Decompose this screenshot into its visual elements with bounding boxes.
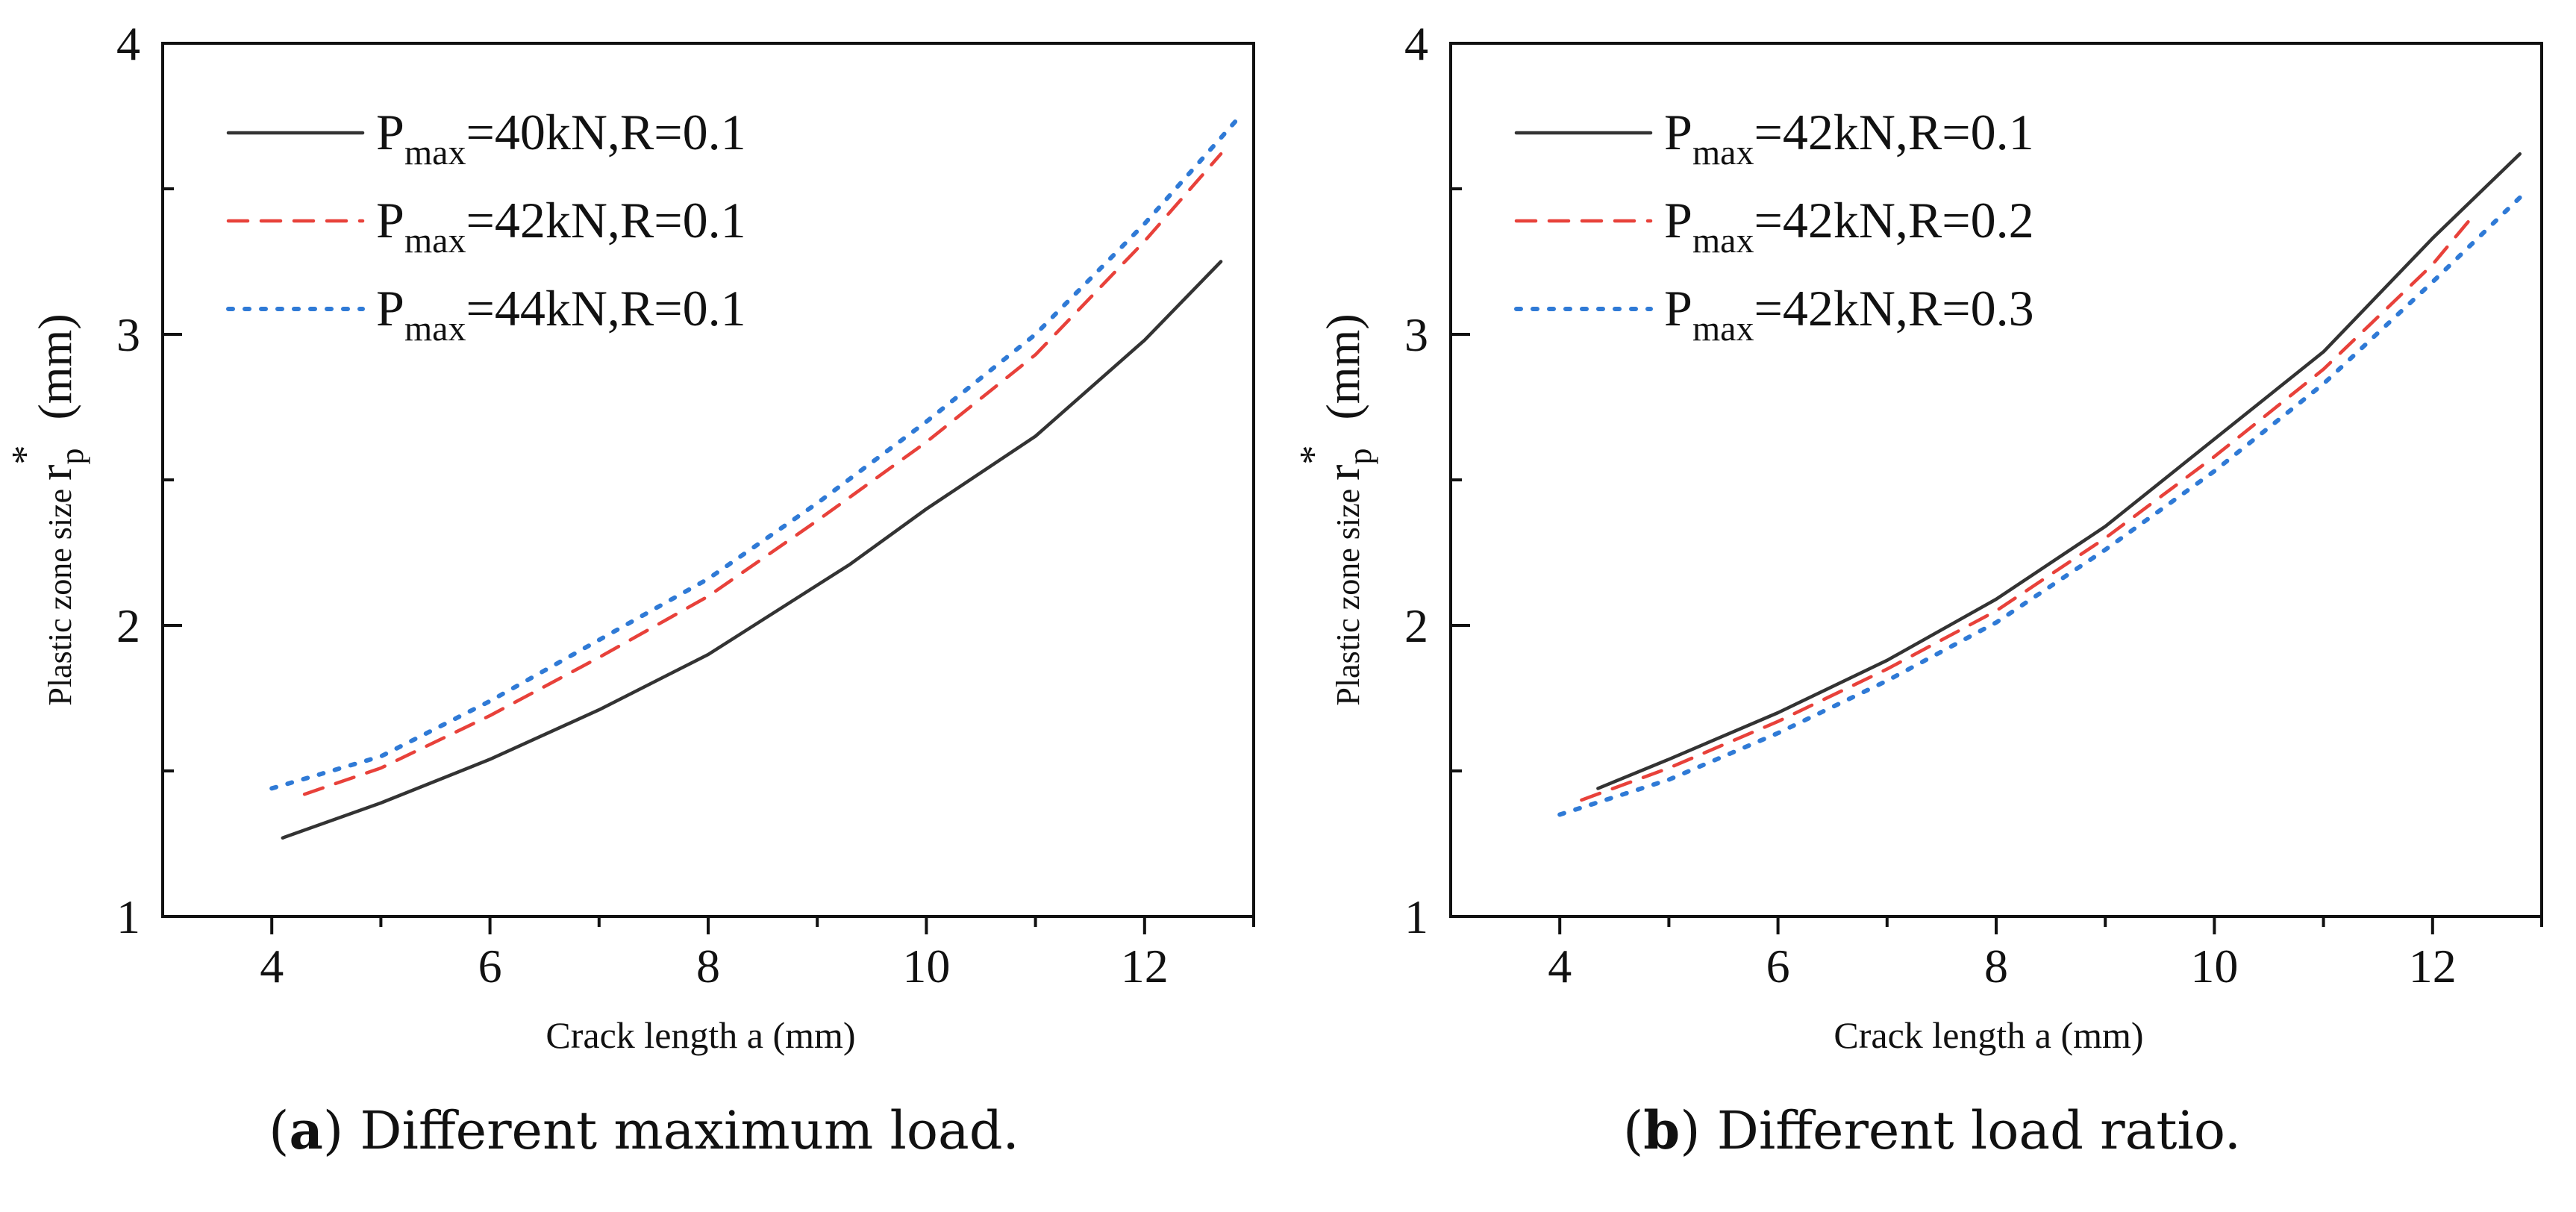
legend-label-0: Pmax=42kN,R=0.1	[1664, 104, 2034, 172]
y-tick-label: 3	[116, 308, 140, 361]
legend-sub: max	[1692, 309, 1754, 349]
legend-text: =42kN,R=0.1	[1754, 104, 2033, 160]
x-tick-label: 12	[2409, 940, 2457, 993]
y-label-sub: p	[1342, 449, 1378, 465]
y-label-sup: *	[4, 446, 47, 465]
plot-frame	[1449, 42, 2543, 918]
caption-a: (a) Different maximum load.	[269, 1099, 1019, 1161]
legend-text: =44kN,R=0.1	[466, 280, 745, 337]
y-label-prefix: Plastic zone size	[1330, 481, 1366, 706]
caption-b: (b) Different load ratio.	[1622, 1099, 2242, 1161]
legend-sub: max	[1692, 221, 1754, 260]
series-line-1	[302, 152, 1223, 796]
x-tick-label: 12	[1121, 940, 1169, 993]
legend-text: =42kN,R=0.2	[1754, 192, 2033, 249]
y-label-sup: *	[1292, 446, 1335, 465]
legend-sub: max	[404, 221, 466, 260]
y-label-prefix: Plastic zone size	[42, 481, 78, 706]
y-tick-label: 1	[116, 890, 140, 943]
x-tick-label: 8	[696, 940, 720, 993]
legend-sub: max	[404, 309, 466, 349]
legend-sub: max	[1692, 133, 1754, 172]
legend-symbol: P	[376, 192, 404, 249]
legend-text: =42kN,R=0.1	[466, 192, 745, 249]
y-tick-label: 4	[116, 17, 140, 70]
legend-text: =40kN,R=0.1	[466, 104, 745, 160]
series-line-0	[1596, 152, 2522, 790]
y-tick-label: 4	[1404, 17, 1428, 70]
series-line-1	[1580, 210, 2478, 802]
y-tick-label: 2	[116, 599, 140, 652]
x-tick-label: 8	[1984, 940, 2008, 993]
x-tick-label: 10	[2190, 940, 2238, 993]
y-label-symbol: r	[28, 465, 81, 481]
legend-symbol: P	[1664, 104, 1692, 160]
x-tick-label: 4	[1548, 940, 1572, 993]
y-label-unit: (mm)	[1316, 313, 1369, 431]
legend-label-0: Pmax=40kN,R=0.1	[376, 104, 746, 172]
legend-label-1: Pmax=42kN,R=0.1	[376, 192, 746, 260]
x-axis-label: Crack length a (mm)	[545, 1014, 855, 1056]
y-tick-label: 2	[1404, 599, 1428, 652]
series-line-2	[269, 110, 1245, 791]
legend-text: =42kN,R=0.3	[1754, 280, 2033, 337]
y-tick-label: 3	[1404, 308, 1428, 361]
series-line-2	[1557, 195, 2522, 817]
legend-label-1: Pmax=42kN,R=0.2	[1664, 192, 2034, 260]
y-axis-label: Plastic zone size rp * (mm)	[1292, 313, 1378, 705]
x-tick-label: 10	[902, 940, 950, 993]
x-tick-label: 4	[260, 940, 284, 993]
x-axis-label: Crack length a (mm)	[1833, 1014, 2143, 1056]
y-label-symbol: r	[1316, 465, 1369, 481]
legend-symbol: P	[376, 104, 404, 160]
legend-symbol: P	[1664, 192, 1692, 249]
x-tick-label: 6	[478, 940, 502, 993]
y-label-sub: p	[54, 449, 90, 465]
series-line-0	[281, 260, 1223, 840]
plot-frame	[161, 42, 1255, 918]
x-tick-label: 6	[1766, 940, 1790, 993]
legend-label-2: Pmax=44kN,R=0.1	[376, 280, 746, 349]
legend-symbol: P	[376, 280, 404, 337]
legend-sub: max	[404, 133, 466, 172]
legend-symbol: P	[1664, 280, 1692, 337]
y-axis-label: Plastic zone size rp * (mm)	[4, 313, 90, 705]
y-label-unit: (mm)	[28, 313, 81, 431]
legend-label-2: Pmax=42kN,R=0.3	[1664, 280, 2034, 349]
y-tick-label: 1	[1404, 890, 1428, 943]
